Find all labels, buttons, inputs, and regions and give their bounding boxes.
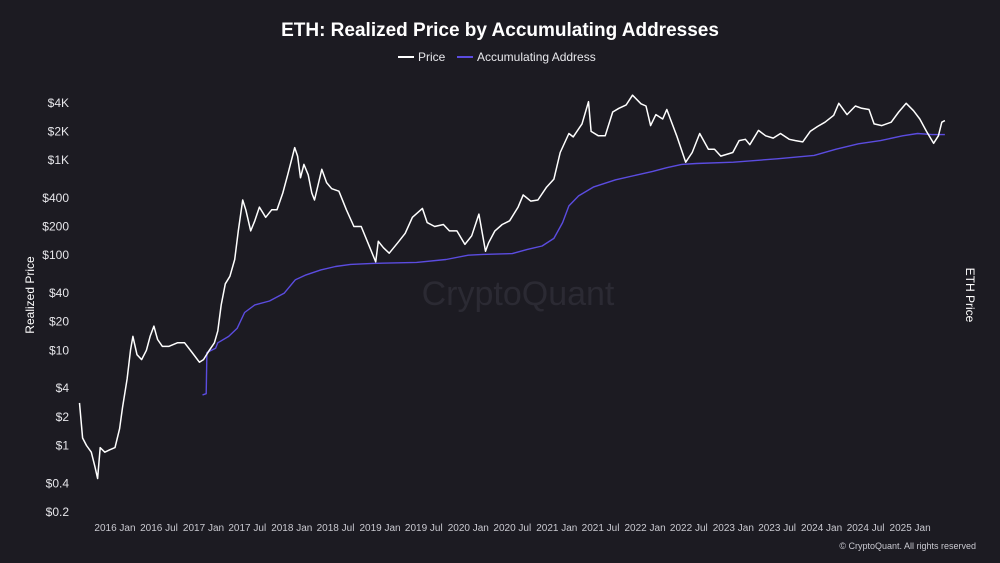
x-tick-label: 2017 Jul: [228, 523, 266, 534]
x-tick-label: 2020 Jul: [493, 523, 531, 534]
x-tick-label: 2018 Jul: [317, 523, 355, 534]
y-tick-label: $10: [49, 343, 69, 357]
y-tick-label: $4K: [48, 96, 69, 110]
x-tick-label: 2016 Jul: [140, 523, 178, 534]
watermark: CryptoQuant: [422, 275, 615, 313]
x-tick-label: 2022 Jul: [670, 523, 708, 534]
series-line-price: [78, 94, 946, 480]
y-tick-label: $20: [49, 315, 69, 329]
x-tick-label: 2019 Jan: [359, 523, 400, 534]
y2-axis-label: ETH Price: [963, 268, 977, 323]
x-tick-label: 2019 Jul: [405, 523, 443, 534]
x-tick-label: 2020 Jan: [448, 523, 489, 534]
x-tick-label: 2021 Jul: [582, 523, 620, 534]
y-tick-label: $40: [49, 286, 69, 300]
legend-item-price[interactable]: Price: [398, 50, 446, 64]
plot-area: [78, 94, 946, 480]
x-axis-ticks: 2016 Jan 2016 Jul 2017 Jan 2017 Jul 2018 Jan…: [94, 523, 930, 534]
x-tick-label: 2023 Jul: [758, 523, 796, 534]
x-tick-label: 2021 Jan: [536, 523, 577, 534]
y-tick-label: $1K: [48, 153, 69, 167]
y-tick-label: $100: [42, 248, 69, 262]
x-tick-label: 2018 Jan: [271, 523, 312, 534]
y-tick-label: $2K: [48, 124, 69, 138]
chart-title: ETH: Realized Price by Accumulating Addr…: [281, 20, 719, 41]
x-tick-label: 2022 Jan: [624, 523, 665, 534]
y-tick-label: $2: [56, 410, 70, 424]
x-tick-label: 2017 Jan: [183, 523, 224, 534]
y-tick-label: $0.2: [46, 505, 70, 519]
x-tick-label: 2023 Jan: [713, 523, 754, 534]
x-tick-label: 2016 Jan: [94, 523, 135, 534]
y-tick-label: $200: [42, 220, 69, 234]
y-axis-label: Realized Price: [23, 256, 37, 334]
copyright-footer: © CryptoQuant. All rights reserved: [839, 541, 976, 551]
y-tick-label: $4: [56, 381, 70, 395]
x-tick-label: 2024 Jan: [801, 523, 842, 534]
x-tick-label: 2025 Jan: [890, 523, 931, 534]
legend-label-accumulating-address: Accumulating Address: [477, 50, 596, 64]
y-axis-ticks: $0.2 $0.4 $1 $2 $4 $10 $20 $40 $100 $200 $400 $1K $2…: [42, 96, 69, 519]
x-tick-label: 2024 Jul: [847, 523, 885, 534]
y-tick-label: $0.4: [46, 476, 70, 490]
legend-label-price: Price: [418, 50, 446, 64]
legend: Price Accumulating Address: [398, 50, 596, 64]
y-tick-label: $1: [56, 438, 70, 452]
legend-item-accumulating-address[interactable]: Accumulating Address: [457, 50, 596, 64]
y-tick-label: $400: [42, 191, 69, 205]
series-line-accumulating-address: [202, 132, 945, 396]
